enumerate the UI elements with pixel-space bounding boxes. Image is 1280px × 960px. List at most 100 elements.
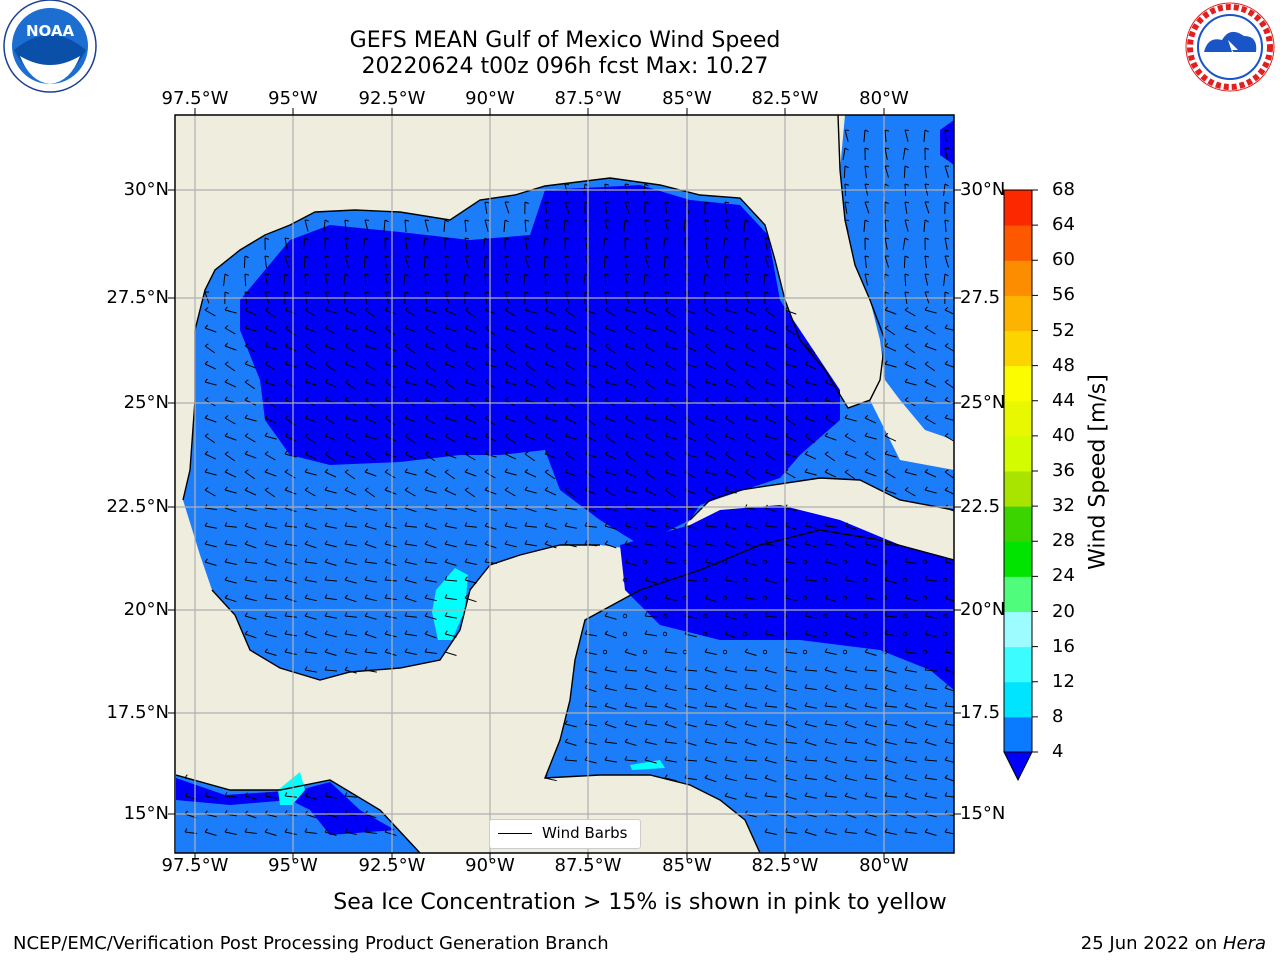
wind-barb [544, 507, 557, 512]
wind-barb-flag [804, 702, 808, 707]
wind-barb-flag [424, 468, 429, 473]
wind-barb [564, 471, 577, 477]
wind-barb [424, 471, 437, 478]
wind-barb-flag [484, 432, 489, 437]
wind-barb [544, 489, 557, 496]
wind-barb [364, 543, 377, 549]
wind-barb [764, 669, 777, 674]
wind-barb-flag [864, 648, 868, 653]
wind-barb [884, 165, 889, 178]
colorbar-tick-label: 8 [1052, 705, 1064, 727]
wind-barb [424, 435, 437, 441]
wind-barb [424, 561, 437, 564]
wind-barb-flag [664, 558, 668, 563]
wind-barb-flag [924, 219, 929, 223]
wind-barb-flag [284, 522, 288, 527]
wind-barb [864, 543, 877, 548]
pacific-calm-patch [176, 778, 395, 835]
wind-barb-flag [624, 522, 628, 527]
wind-barb [784, 327, 796, 336]
wind-barb-flag [604, 307, 609, 311]
wind-barb-flag [424, 486, 428, 491]
wind-barb [844, 795, 857, 800]
wind-barb-flag [444, 360, 449, 365]
wind-barb [864, 759, 877, 762]
wind-barb [644, 579, 657, 584]
wind-barb-flag [944, 183, 949, 187]
wind-barb [864, 651, 877, 656]
wind-barb [464, 255, 469, 268]
wind-barb [663, 255, 666, 269]
wind-barb [464, 381, 477, 387]
wind-barb [724, 633, 737, 639]
wind-barb [564, 525, 577, 529]
wind-barb-flag [824, 396, 828, 401]
wind-barb [404, 255, 409, 268]
wind-barb [924, 489, 937, 494]
wind-barb-flag [764, 451, 769, 455]
wind-barb-flag [884, 684, 888, 689]
wind-barb-flag [864, 828, 868, 833]
wind-barb-flag [524, 306, 528, 311]
wind-barb [264, 561, 277, 566]
calm-wind-barb [882, 595, 888, 601]
wind-barb-flag [384, 360, 388, 365]
wind-barb-flag [644, 666, 648, 671]
wind-barb [524, 525, 537, 528]
wind-barb-flag [644, 291, 649, 294]
calm-wind-barb [902, 631, 908, 637]
wind-barb-flag [464, 307, 469, 311]
wind-barb-flag [404, 414, 409, 419]
calm-wind-barb [842, 595, 848, 601]
wind-barb-flag [884, 828, 888, 833]
wind-barb-flag [724, 612, 728, 617]
wind-barb [704, 327, 717, 333]
wind-barb-flag [724, 666, 728, 671]
wind-barb [384, 435, 397, 442]
wind-barb [544, 273, 547, 287]
wind-barb-flag [844, 183, 849, 186]
wind-barb-flag [904, 165, 909, 169]
wind-barb-flag [804, 450, 809, 455]
wind-barb [484, 507, 497, 512]
wind-barb [804, 525, 817, 529]
wind-barb [404, 561, 417, 565]
wind-barb-flag [584, 666, 588, 671]
calm-wind-barb [742, 631, 748, 637]
wind-barb-flag [744, 469, 749, 473]
wind-barb [644, 345, 656, 353]
wind-barb [744, 597, 757, 601]
wind-barb [744, 363, 757, 369]
wind-barb-flag [944, 738, 948, 743]
wind-barb-flag [844, 720, 848, 725]
wind-barb-flag [824, 702, 828, 707]
wind-barb [324, 507, 337, 511]
wind-barb [824, 795, 837, 798]
wind-barb-flag [864, 702, 868, 707]
wind-barb-flag [424, 361, 429, 365]
wind-barb [944, 489, 954, 495]
wind-barb-flag [464, 361, 469, 365]
wind-barb-flag [604, 702, 608, 707]
wind-barb [384, 543, 397, 548]
wind-barb-flag [724, 451, 729, 455]
wind-barb [943, 273, 946, 286]
wind-barb-flag [284, 792, 288, 797]
wind-barb [264, 489, 276, 498]
wind-barb-flag [644, 612, 648, 617]
wind-barb [624, 741, 637, 746]
wind-barb-flag [284, 469, 289, 473]
wind-barb-flag [664, 522, 668, 527]
wind-barb [604, 471, 617, 476]
wind-barb [343, 273, 346, 286]
wind-barb-flag [524, 291, 529, 294]
wind-barb-flag [844, 165, 849, 169]
wind-barb [724, 381, 737, 388]
wind-barb [944, 255, 949, 268]
wind-barb-flag [224, 558, 228, 563]
wind-barb-flag [864, 414, 869, 419]
wind-barb [404, 633, 417, 637]
wind-barb [244, 489, 257, 496]
wind-barb-flag [384, 486, 389, 491]
wind-barb-flag [544, 540, 548, 545]
